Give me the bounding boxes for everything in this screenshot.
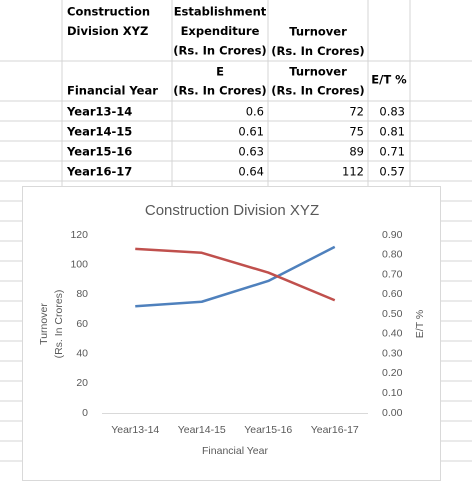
y-tick-label: 20 (76, 377, 88, 389)
y-tick-label: 100 (70, 258, 88, 270)
y2-tick-label: 0.70 (382, 268, 403, 280)
row-label: Year15-16 (66, 145, 132, 159)
y-tick-label: 40 (76, 347, 88, 359)
cell-value: 0.83 (379, 105, 405, 119)
y2-tick-label: 0.00 (382, 407, 403, 419)
y2-tick-label: 0.80 (382, 249, 403, 261)
chart: Construction Division XYZ 0 20 40 60 80 100 120… (22, 186, 441, 481)
cell-value: 0.63 (238, 145, 264, 159)
row-label: Year13-14 (66, 105, 132, 119)
cell-value: 0.6 (246, 105, 264, 119)
cell-value: 0.61 (238, 125, 264, 139)
row-label: Year14-15 (66, 125, 132, 139)
cell-value: 112 (342, 165, 364, 179)
series-line (135, 245, 336, 308)
header-text: Division XYZ (67, 24, 148, 38)
y-axis-title: (Rs. In Crores) (53, 290, 65, 359)
y2-tick-label: 0.20 (382, 367, 403, 379)
y-tick-label: 0 (82, 407, 88, 419)
cell-value: 0.71 (379, 145, 405, 159)
series-line (135, 247, 336, 302)
cell-value: 89 (349, 145, 364, 159)
y2-axis-title: E/T % (414, 310, 426, 338)
header-text: Turnover (289, 25, 347, 39)
chart-title: Construction Division XYZ (145, 202, 319, 219)
header-text: Expenditure (181, 24, 260, 38)
cell-value: 72 (349, 105, 364, 119)
y2-tick-label: 0.50 (382, 308, 403, 320)
y2-tick-label: 0.30 (382, 347, 403, 359)
y2-tick-label: 0.40 (382, 328, 403, 340)
y-tick-label: 60 (76, 318, 88, 330)
x-tick-label: Year15-16 (244, 424, 292, 436)
x-tick-label: Year13-14 (111, 424, 159, 436)
y-axis-title: Turnover (38, 303, 50, 345)
x-tick-label: Year16-17 (311, 424, 359, 436)
y-tick-label: 120 (70, 229, 88, 241)
chart-area (22, 186, 441, 481)
x-axis-title: Financial Year (202, 445, 268, 457)
header-text: Turnover (289, 65, 347, 79)
row-label: Year16-17 (66, 165, 132, 179)
header-text: (Rs. In Crores) (271, 44, 364, 58)
cell-value: 0.57 (379, 165, 405, 179)
header-text: (Rs. In Crores) (271, 84, 364, 98)
y2-tick-label: 0.90 (382, 229, 403, 241)
cell-value: 75 (349, 125, 364, 139)
y-tick-label: 80 (76, 288, 88, 300)
header-text: E/T % (371, 73, 407, 87)
header-text: Construction (67, 5, 150, 19)
header-text: (Rs. In Crores) (173, 44, 266, 58)
header-text: (Rs. In Crores) (173, 84, 266, 98)
y2-tick-label: 0.10 (382, 387, 403, 399)
cell-value: 0.81 (379, 125, 405, 139)
header-text: E (216, 65, 224, 79)
header-text: Financial Year (67, 84, 158, 98)
header-text: Establishment (174, 5, 267, 19)
y2-tick-label: 0.60 (382, 288, 403, 300)
cell-value: 0.64 (238, 165, 264, 179)
x-tick-label: Year14-15 (178, 424, 226, 436)
